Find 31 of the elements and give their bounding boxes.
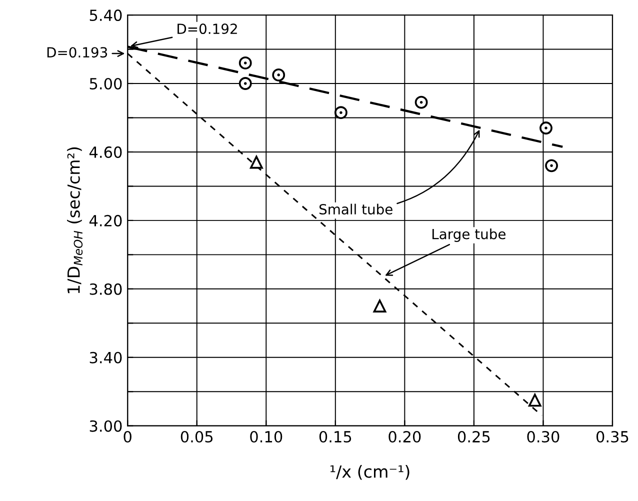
y-axis-title: 1/D$_{MeOH}$ (sec/cm²)	[67, 147, 83, 294]
y-tick-label: 4.20	[89, 214, 122, 226]
x-tick-label: 0.10	[250, 430, 282, 443]
point	[528, 394, 542, 407]
x-tick-label: 0.20	[388, 430, 421, 443]
x-axis-title: ¹/x (cm⁻¹)	[330, 464, 410, 480]
x-tick-label: 0.30	[527, 430, 560, 443]
annotation: D=0.193	[47, 47, 108, 58]
point	[250, 156, 263, 169]
x-tick-label: 0.05	[180, 430, 213, 443]
annotation: Small tube	[319, 204, 392, 215]
y-tick-label: 5.40	[90, 9, 122, 22]
point	[373, 300, 386, 312]
point	[334, 106, 348, 120]
point	[414, 96, 428, 109]
x-tick-label: 0	[124, 430, 132, 443]
point	[540, 122, 552, 134]
point	[238, 77, 252, 90]
x-tick-label: 0.15	[319, 430, 352, 443]
y-tick-label: 3.00	[90, 420, 122, 432]
y-tick-label: 3.80	[90, 283, 122, 295]
annotation: Large tube	[432, 228, 506, 242]
point	[238, 56, 252, 70]
y-tick-label: 4.60	[89, 146, 122, 158]
y-tick-label: 5.00	[90, 78, 122, 90]
point	[272, 68, 286, 82]
annotation: D=0.192	[178, 24, 237, 34]
point	[545, 159, 558, 172]
x-tick-label: 0.25	[458, 430, 490, 443]
y-tick-label: 3.40	[90, 352, 122, 364]
x-tick-label: 0.35	[596, 430, 628, 443]
